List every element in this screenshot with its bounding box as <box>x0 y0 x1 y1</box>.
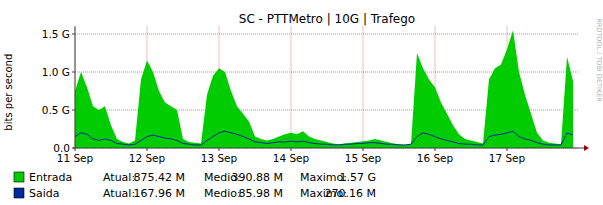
legend-stat-value: 167.96 M <box>134 187 185 200</box>
y-label: bits per second <box>3 54 14 131</box>
grid-line-x <box>75 26 76 148</box>
grid-line-x <box>291 26 292 148</box>
y-tick <box>72 110 75 111</box>
y-tick <box>72 34 75 35</box>
line <box>75 131 573 145</box>
x-tick-label: 12 Sep <box>129 152 166 164</box>
grid-line-y <box>75 34 579 35</box>
area <box>75 30 573 148</box>
legend-stat-value: 875.42 M <box>134 171 185 184</box>
x-tick <box>291 148 292 151</box>
x-tick <box>219 148 220 151</box>
x-tick-label: 11 Sep <box>57 152 94 164</box>
x-axis <box>73 148 585 149</box>
legend-swatch <box>14 188 24 198</box>
legend-stat-value: 390.88 M <box>232 171 283 184</box>
y-axis <box>75 26 76 148</box>
y-tick-label: 1.5 G <box>42 28 70 40</box>
x-tick-label: 13 Sep <box>201 152 238 164</box>
y-tick-label: 0.5 G <box>42 104 70 116</box>
x-tick <box>363 148 364 151</box>
title: SC - PTTMetro | 10G | Trafego <box>239 12 415 26</box>
x-tick <box>147 148 148 151</box>
x-tick <box>435 148 436 151</box>
watermark: RRDTOOL / TOBI OETIKER <box>595 18 603 102</box>
legend-label: Saida <box>29 187 60 200</box>
x-tick-label: 17 Sep <box>489 152 526 164</box>
legend-stat-label: Atual: <box>103 187 135 200</box>
legend-stat-value: 1.57 G <box>339 171 376 184</box>
legend-stat-label: Atual: <box>103 171 135 184</box>
x-axis-arrow <box>584 145 589 151</box>
legend-stat-value: 270.16 M <box>325 187 376 200</box>
chart: SC - PTTMetro | 10G | Trafego bits per se… <box>0 0 603 205</box>
y-tick-label: 1.0 G <box>42 66 70 78</box>
x-tick <box>507 148 508 151</box>
series-group <box>75 30 573 148</box>
x-tick-label: 16 Sep <box>417 152 454 164</box>
grid-line-x <box>363 26 364 148</box>
x-tick-label: 14 Sep <box>273 152 310 164</box>
legend-swatch <box>14 172 24 182</box>
legend-label: Entrada <box>29 171 72 184</box>
legend-stat-value: 85.98 M <box>239 187 283 200</box>
y-tick <box>72 72 75 73</box>
x-tick <box>75 148 76 151</box>
legend-stat-label: Medio: <box>204 187 241 200</box>
x-tick-label: 15 Sep <box>345 152 382 164</box>
background <box>0 0 603 205</box>
